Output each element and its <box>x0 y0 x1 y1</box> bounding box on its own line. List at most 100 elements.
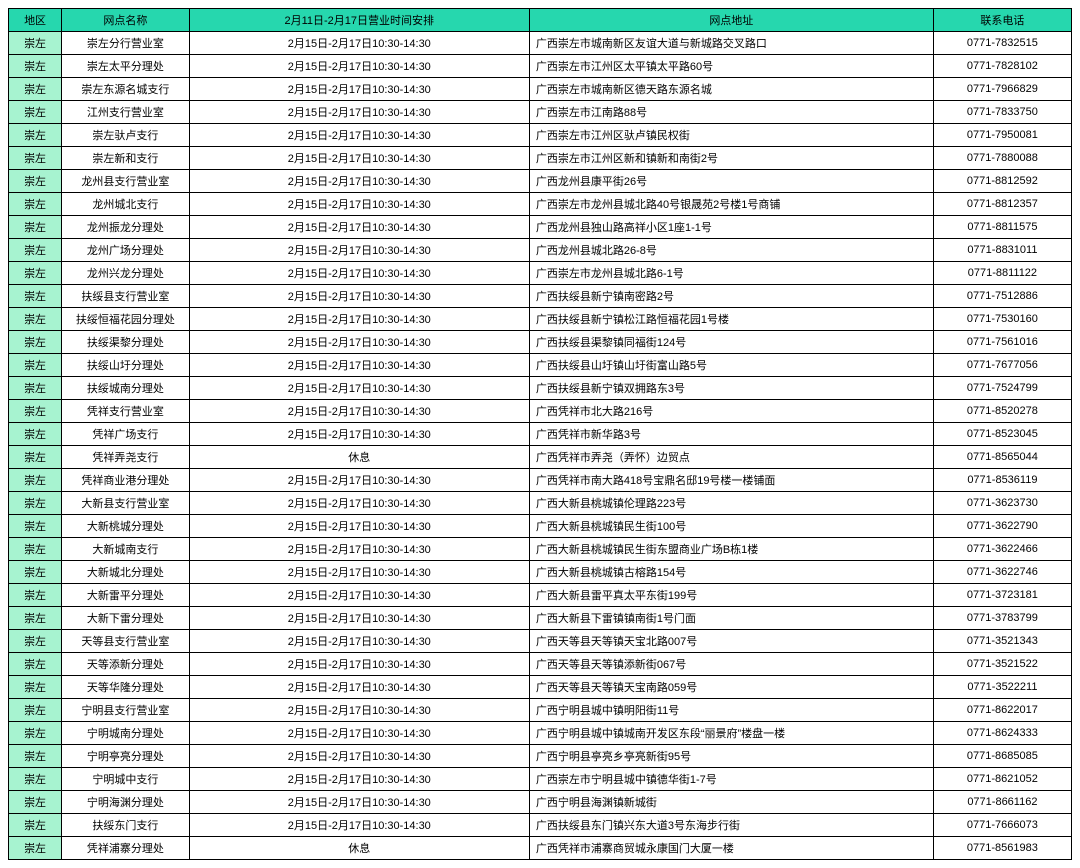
cell-region: 崇左 <box>9 791 62 814</box>
table-header: 地区网点名称2月11日-2月17日营业时间安排网点地址联系电话 <box>9 9 1072 32</box>
cell-hours: 2月15日-2月17日10:30-14:30 <box>189 768 529 791</box>
cell-name: 崇左分行营业室 <box>62 32 190 55</box>
cell-name: 大新城北分理处 <box>62 561 190 584</box>
cell-phone: 0771-7828102 <box>933 55 1071 78</box>
cell-phone: 0771-8661162 <box>933 791 1071 814</box>
cell-region: 崇左 <box>9 768 62 791</box>
cell-hours: 2月15日-2月17日10:30-14:30 <box>189 538 529 561</box>
cell-phone: 0771-8624333 <box>933 722 1071 745</box>
cell-hours: 休息 <box>189 837 529 860</box>
cell-region: 崇左 <box>9 285 62 308</box>
cell-phone: 0771-8520278 <box>933 400 1071 423</box>
cell-region: 崇左 <box>9 124 62 147</box>
cell-phone: 0771-7530160 <box>933 308 1071 331</box>
cell-name: 凭祥支行营业室 <box>62 400 190 423</box>
cell-hours: 2月15日-2月17日10:30-14:30 <box>189 331 529 354</box>
cell-region: 崇左 <box>9 630 62 653</box>
cell-region: 崇左 <box>9 354 62 377</box>
cell-phone: 0771-7524799 <box>933 377 1071 400</box>
cell-hours: 2月15日-2月17日10:30-14:30 <box>189 561 529 584</box>
table-row: 崇左龙州县支行营业室2月15日-2月17日10:30-14:30广西龙州县康平街… <box>9 170 1072 193</box>
cell-hours: 2月15日-2月17日10:30-14:30 <box>189 78 529 101</box>
table-row: 崇左崇左东源名城支行2月15日-2月17日10:30-14:30广西崇左市城南新… <box>9 78 1072 101</box>
cell-name: 龙州兴龙分理处 <box>62 262 190 285</box>
cell-region: 崇左 <box>9 492 62 515</box>
cell-phone: 0771-3723181 <box>933 584 1071 607</box>
table-row: 崇左崇左太平分理处2月15日-2月17日10:30-14:30广西崇左市江州区太… <box>9 55 1072 78</box>
cell-addr: 广西天等县天等镇天宝南路059号 <box>529 676 933 699</box>
cell-phone: 0771-8831011 <box>933 239 1071 262</box>
cell-phone: 0771-8565044 <box>933 446 1071 469</box>
table-row: 崇左扶绥县支行营业室2月15日-2月17日10:30-14:30广西扶绥县新宁镇… <box>9 285 1072 308</box>
cell-region: 崇左 <box>9 607 62 630</box>
table-row: 崇左扶绥恒福花园分理处2月15日-2月17日10:30-14:30广西扶绥县新宁… <box>9 308 1072 331</box>
cell-name: 凭祥广场支行 <box>62 423 190 446</box>
cell-addr: 广西宁明县亭亮乡亭亮新街95号 <box>529 745 933 768</box>
cell-hours: 2月15日-2月17日10:30-14:30 <box>189 630 529 653</box>
cell-name: 宁明城中支行 <box>62 768 190 791</box>
cell-hours: 2月15日-2月17日10:30-14:30 <box>189 354 529 377</box>
cell-hours: 2月15日-2月17日10:30-14:30 <box>189 124 529 147</box>
cell-hours: 2月15日-2月17日10:30-14:30 <box>189 193 529 216</box>
cell-addr: 广西天等县天等镇天宝北路007号 <box>529 630 933 653</box>
table-row: 崇左龙州城北支行2月15日-2月17日10:30-14:30广西崇左市龙州县城北… <box>9 193 1072 216</box>
cell-addr: 广西龙州县康平街26号 <box>529 170 933 193</box>
cell-name: 凭祥浦寨分理处 <box>62 837 190 860</box>
cell-hours: 2月15日-2月17日10:30-14:30 <box>189 423 529 446</box>
cell-region: 崇左 <box>9 699 62 722</box>
cell-region: 崇左 <box>9 814 62 837</box>
cell-phone: 0771-7966829 <box>933 78 1071 101</box>
cell-addr: 广西崇左市江南路88号 <box>529 101 933 124</box>
cell-phone: 0771-3522211 <box>933 676 1071 699</box>
table-row: 崇左扶绥城南分理处2月15日-2月17日10:30-14:30广西扶绥县新宁镇双… <box>9 377 1072 400</box>
cell-addr: 广西崇左市江州区太平镇太平路60号 <box>529 55 933 78</box>
cell-name: 大新桃城分理处 <box>62 515 190 538</box>
cell-region: 崇左 <box>9 561 62 584</box>
cell-hours: 2月15日-2月17日10:30-14:30 <box>189 745 529 768</box>
cell-name: 崇左东源名城支行 <box>62 78 190 101</box>
cell-name: 大新下雷分理处 <box>62 607 190 630</box>
cell-region: 崇左 <box>9 722 62 745</box>
cell-phone: 0771-3783799 <box>933 607 1071 630</box>
table-row: 崇左天等添新分理处2月15日-2月17日10:30-14:30广西天等县天等镇添… <box>9 653 1072 676</box>
cell-region: 崇左 <box>9 653 62 676</box>
cell-addr: 广西凭祥市北大路216号 <box>529 400 933 423</box>
cell-phone: 0771-7561016 <box>933 331 1071 354</box>
cell-addr: 广西崇左市城南新区友谊大道与新城路交叉路口 <box>529 32 933 55</box>
cell-addr: 广西崇左市宁明县城中镇德华街1-7号 <box>529 768 933 791</box>
cell-region: 崇左 <box>9 216 62 239</box>
cell-hours: 2月15日-2月17日10:30-14:30 <box>189 469 529 492</box>
cell-name: 大新县支行营业室 <box>62 492 190 515</box>
cell-addr: 广西大新县桃城镇古榕路154号 <box>529 561 933 584</box>
cell-phone: 0771-3622746 <box>933 561 1071 584</box>
cell-phone: 0771-7880088 <box>933 147 1071 170</box>
cell-addr: 广西宁明县城中镇城南开发区东段“丽景府”楼盘一楼 <box>529 722 933 745</box>
cell-name: 龙州广场分理处 <box>62 239 190 262</box>
cell-name: 天等添新分理处 <box>62 653 190 676</box>
cell-addr: 广西宁明县城中镇明阳街11号 <box>529 699 933 722</box>
cell-addr: 广西大新县雷平真太平东街199号 <box>529 584 933 607</box>
table-row: 崇左扶绥山圩分理处2月15日-2月17日10:30-14:30广西扶绥县山圩镇山… <box>9 354 1072 377</box>
cell-name: 宁明县支行营业室 <box>62 699 190 722</box>
cell-region: 崇左 <box>9 584 62 607</box>
cell-hours: 2月15日-2月17日10:30-14:30 <box>189 653 529 676</box>
cell-phone: 0771-7512886 <box>933 285 1071 308</box>
cell-region: 崇左 <box>9 469 62 492</box>
table-row: 崇左凭祥浦寨分理处休息广西凭祥市浦寨商贸城永康国门大厦一楼0771-856198… <box>9 837 1072 860</box>
cell-phone: 0771-8622017 <box>933 699 1071 722</box>
table-row: 崇左天等华隆分理处2月15日-2月17日10:30-14:30广西天等县天等镇天… <box>9 676 1072 699</box>
cell-addr: 广西大新县桃城镇民生街东盟商业广场B栋1楼 <box>529 538 933 561</box>
table-row: 崇左天等县支行营业室2月15日-2月17日10:30-14:30广西天等县天等镇… <box>9 630 1072 653</box>
cell-phone: 0771-3521522 <box>933 653 1071 676</box>
cell-addr: 广西龙州县独山路高祥小区1座1-1号 <box>529 216 933 239</box>
cell-phone: 0771-8561983 <box>933 837 1071 860</box>
cell-name: 扶绥东门支行 <box>62 814 190 837</box>
cell-hours: 2月15日-2月17日10:30-14:30 <box>189 400 529 423</box>
cell-name: 凭祥弄尧支行 <box>62 446 190 469</box>
table-body: 崇左崇左分行营业室2月15日-2月17日10:30-14:30广西崇左市城南新区… <box>9 32 1072 860</box>
cell-hours: 2月15日-2月17日10:30-14:30 <box>189 262 529 285</box>
cell-hours: 2月15日-2月17日10:30-14:30 <box>189 515 529 538</box>
cell-addr: 广西大新县桃城镇伦理路223号 <box>529 492 933 515</box>
table-row: 崇左大新城北分理处2月15日-2月17日10:30-14:30广西大新县桃城镇古… <box>9 561 1072 584</box>
cell-region: 崇左 <box>9 400 62 423</box>
